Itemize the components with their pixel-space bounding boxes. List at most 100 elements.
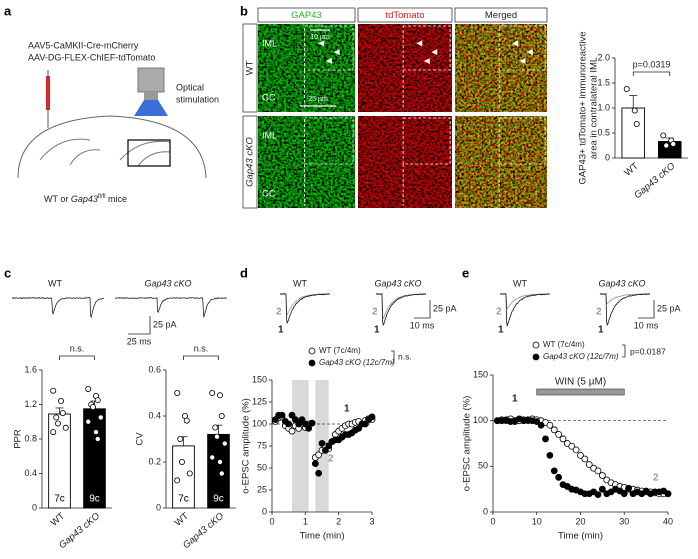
trace-label: WT: [513, 278, 527, 288]
significance-label: n.s.: [70, 343, 85, 353]
y-axis-label: area in contralateral IML: [589, 57, 600, 159]
data-point: [670, 140, 677, 147]
n-label: 7c: [54, 494, 65, 505]
legend-marker: [532, 353, 540, 361]
row-label: WT: [245, 60, 256, 75]
data-point: [550, 426, 558, 434]
y-tick-label: 125: [252, 396, 267, 406]
x-tick-label: 1: [303, 516, 308, 526]
annotation: 2: [328, 454, 334, 465]
x-tick-label: 2: [336, 516, 341, 526]
data-point: [94, 397, 101, 404]
micrograph: [358, 116, 452, 208]
data-point: [559, 435, 567, 443]
y-tick-label: 100: [473, 415, 488, 425]
data-point: [288, 411, 296, 419]
column-header-box: [454, 7, 548, 23]
data-point: [85, 418, 92, 425]
y-tick-label: 0: [32, 502, 37, 512]
column-header: Merged: [485, 10, 517, 21]
panel-label: c: [4, 265, 11, 280]
y-axis-label: o-EPSC amplitude (%): [462, 396, 473, 492]
data-point: [177, 435, 184, 442]
text: Gap43: [71, 194, 98, 204]
scale-bar-label: 10 µm: [310, 34, 330, 41]
data-point: [218, 412, 225, 419]
x-tick-label: WT: [173, 511, 192, 529]
inset-box: [498, 117, 546, 165]
arrowhead: [333, 49, 340, 56]
y-tick-label: 0: [605, 152, 610, 162]
sweep-label: 1: [598, 325, 604, 336]
stim-label: stimulation: [176, 94, 219, 104]
data-point: [94, 435, 101, 442]
significance-bracket: [59, 355, 95, 360]
legend-label: WT (7c/4m): [319, 346, 361, 355]
scale-bar-label: 25 µm: [308, 96, 328, 103]
data-point: [631, 107, 638, 114]
data-point: [298, 416, 306, 424]
y-axis-label: o-EPSC amplitude (%): [241, 398, 252, 494]
arrowhead: [318, 40, 325, 47]
data-point: [62, 424, 69, 431]
data-point: [355, 424, 363, 432]
bar: [48, 413, 71, 509]
data-point: [285, 420, 293, 428]
annotation: n.s.: [398, 351, 412, 361]
legend-bracket: [622, 344, 626, 358]
data-point: [58, 398, 65, 405]
inset-box: [402, 25, 451, 71]
trace: [599, 293, 651, 305]
bar: [657, 141, 682, 159]
panel-label: b: [240, 3, 248, 18]
data-point: [174, 389, 181, 396]
y-tick-label: 100: [252, 418, 267, 428]
y-tick-label: 1.5: [597, 77, 610, 87]
data-point: [361, 420, 369, 428]
row-label-box: [242, 23, 258, 113]
legend-label: WT (7c/4m): [543, 340, 585, 349]
x-tick-label: Gap43 cKO: [632, 160, 678, 201]
micrograph: [358, 24, 452, 112]
trace: [375, 292, 427, 327]
arrowhead: [325, 57, 332, 64]
y-tick-label: 0.4: [148, 410, 161, 420]
data-point: [288, 427, 296, 435]
data-point: [301, 420, 309, 428]
drug-label: WIN (5 µM): [555, 377, 606, 388]
x-tick-label: 30: [619, 516, 629, 526]
legend-label: Gap43 cKO (12c/7m): [543, 352, 619, 361]
scale-bar: [128, 316, 151, 335]
sweep-label: 1: [498, 325, 504, 336]
n-label: 9c: [213, 494, 224, 505]
row-label-box: [242, 115, 258, 209]
significance-label: n.s.: [194, 343, 209, 353]
arrowhead: [423, 57, 430, 64]
trace: [279, 293, 331, 325]
data-point: [53, 414, 60, 421]
data-point: [555, 473, 563, 481]
region-label: GC: [262, 188, 276, 198]
scale-bar-label: 25 pA: [433, 303, 457, 313]
data-point: [581, 455, 589, 463]
data-point: [93, 429, 100, 436]
legend-marker: [532, 341, 540, 349]
data-point: [271, 416, 279, 424]
data-point: [625, 484, 633, 492]
significance-label: p=0.0319: [633, 59, 671, 69]
y-axis-label: PPR: [13, 429, 24, 449]
inset-box: [498, 25, 546, 71]
micrograph: [455, 24, 547, 112]
x-tick-label: 3: [369, 516, 374, 526]
n-label: 7c: [178, 494, 189, 505]
annotation: 1: [344, 404, 350, 415]
data-point: [620, 490, 628, 498]
annotation: p=0.0187: [630, 346, 666, 356]
data-point: [50, 429, 57, 436]
optic-fiber: [137, 67, 165, 93]
column-header: tdTomato: [385, 10, 424, 21]
region-label: IML: [262, 38, 277, 48]
micrograph: [258, 116, 355, 208]
column-header: GAP43: [291, 10, 322, 21]
y-tick-label: 25: [257, 484, 267, 494]
